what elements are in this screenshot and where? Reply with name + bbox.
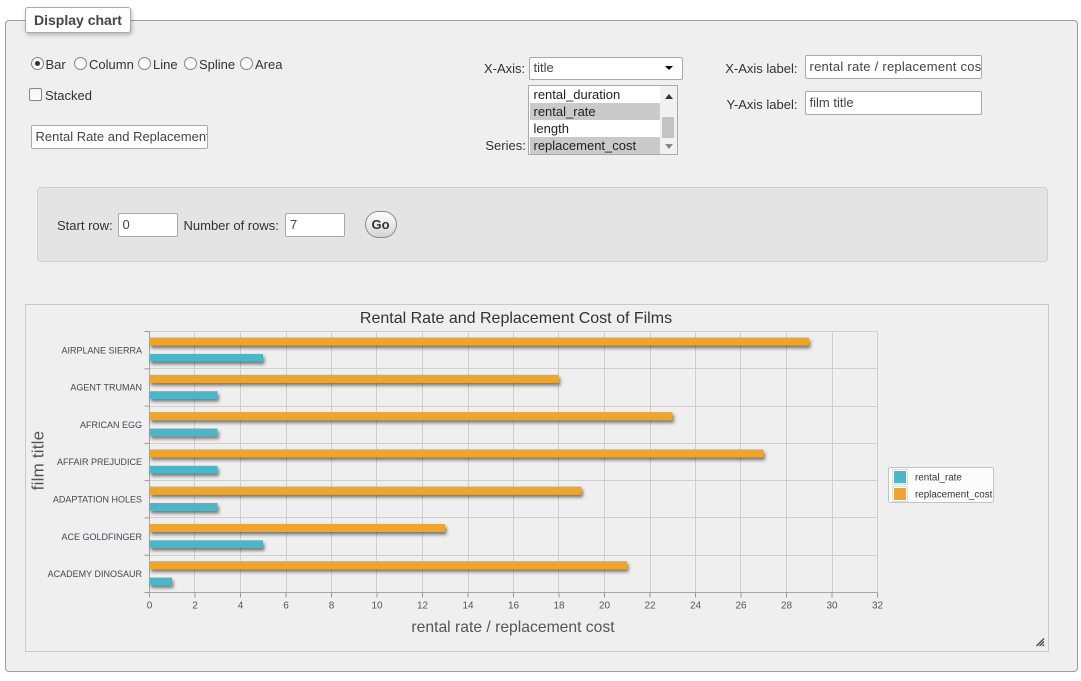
- svg-text:Rental Rate and Replacement Co: Rental Rate and Replacement Cost of Film…: [360, 310, 672, 327]
- svg-text:26: 26: [735, 601, 747, 612]
- svg-text:8: 8: [329, 601, 335, 612]
- svg-text:replacement_cost: replacement_cost: [915, 490, 993, 501]
- svg-text:ACADEMY DINOSAUR: ACADEMY DINOSAUR: [48, 569, 143, 579]
- svg-text:film title: film title: [29, 431, 48, 491]
- svg-text:ACE GOLDFINGER: ACE GOLDFINGER: [61, 532, 142, 542]
- svg-text:20: 20: [599, 601, 611, 612]
- svg-text:10: 10: [371, 601, 383, 612]
- svg-text:2: 2: [192, 601, 198, 612]
- svg-text:AIRPLANE SIERRA: AIRPLANE SIERRA: [61, 345, 142, 355]
- svg-text:14: 14: [462, 601, 474, 612]
- svg-text:rental rate / replacement cost: rental rate / replacement cost: [411, 619, 615, 636]
- svg-text:4: 4: [238, 601, 244, 612]
- svg-text:30: 30: [826, 601, 838, 612]
- svg-text:12: 12: [417, 601, 429, 612]
- svg-text:AFRICAN EGG: AFRICAN EGG: [80, 420, 142, 430]
- svg-text:32: 32: [872, 601, 884, 612]
- svg-text:AFFAIR PREJUDICE: AFFAIR PREJUDICE: [57, 457, 142, 467]
- svg-text:28: 28: [781, 601, 793, 612]
- svg-text:6: 6: [283, 601, 289, 612]
- svg-text:rental_rate: rental_rate: [915, 473, 962, 484]
- svg-text:0: 0: [147, 601, 153, 612]
- svg-text:18: 18: [553, 601, 565, 612]
- svg-text:16: 16: [508, 601, 520, 612]
- svg-text:22: 22: [644, 601, 656, 612]
- svg-text:AGENT TRUMAN: AGENT TRUMAN: [70, 383, 142, 393]
- svg-text:ADAPTATION HOLES: ADAPTATION HOLES: [53, 495, 142, 505]
- svg-text:24: 24: [690, 601, 702, 612]
